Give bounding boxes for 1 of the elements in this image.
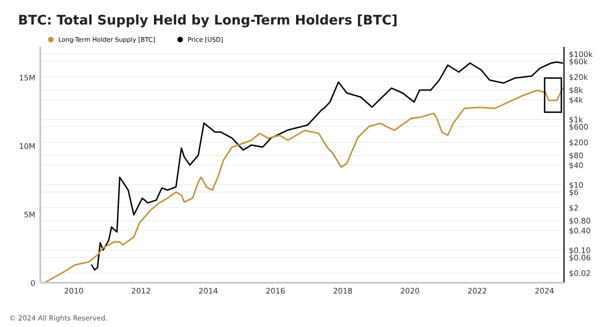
chart-title: BTC: Total Supply Held by Long-Term Holders [BTC] (19, 14, 396, 28)
